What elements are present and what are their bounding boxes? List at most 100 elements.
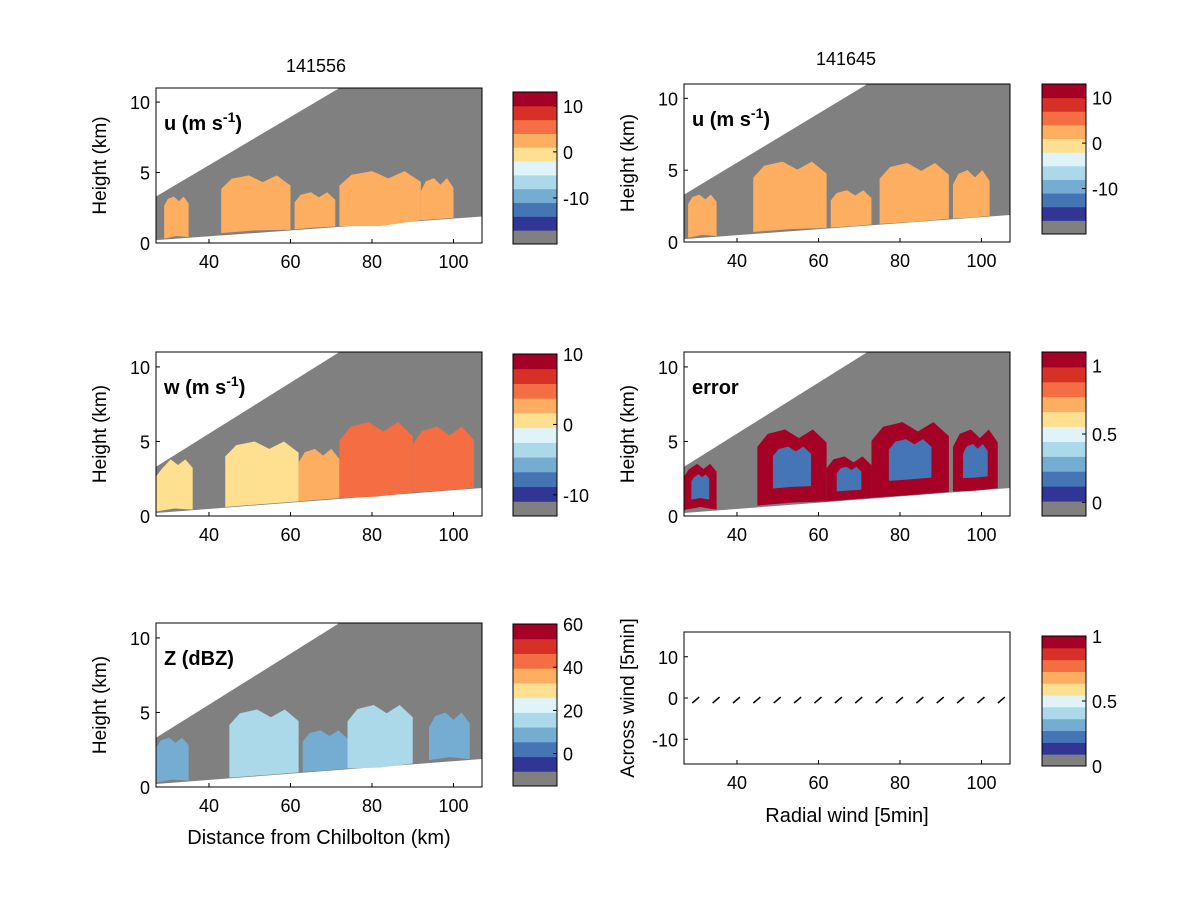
axes-frame (683, 83, 1011, 243)
x-tick-label: 60 (808, 251, 828, 271)
y-tick-label: 0 (668, 233, 678, 253)
colorbar-band (513, 92, 557, 107)
colorbar-band (513, 653, 557, 669)
x-axis-label: Radial wind [5min] (765, 805, 928, 827)
colorbar-tick-label: 10 (563, 97, 583, 117)
colorbar-band (1042, 138, 1086, 153)
colorbar-band (1042, 152, 1086, 167)
colorbar: 10 0 -10 (512, 91, 589, 245)
x-tick-label: 100 (966, 251, 996, 271)
colorbar-frame (512, 623, 558, 787)
colorbar-tick-label: 0 (563, 143, 573, 163)
wind-vector (875, 696, 884, 704)
panel-label: error (692, 377, 739, 399)
colorbar-band (513, 202, 557, 217)
x-tick-label: 40 (199, 796, 219, 816)
colorbar-frame (512, 91, 558, 245)
colorbar-tick-label: -10 (1092, 180, 1118, 200)
axes-frame (683, 631, 1011, 765)
colorbar-band (1042, 671, 1086, 684)
x-tick-label: 100 (966, 525, 996, 545)
echo-region (339, 422, 413, 499)
colorbar-band (1042, 396, 1086, 413)
x-tick-label: 100 (438, 525, 468, 545)
x-tick-label: 40 (727, 251, 747, 271)
colorbar-band (513, 741, 557, 758)
x-tick-label: 80 (890, 525, 910, 545)
colorbar-band (513, 216, 557, 231)
echo-core (888, 439, 932, 481)
colorbar-band (1042, 84, 1086, 99)
wind-vector (732, 696, 741, 704)
x-tick-label: 40 (727, 773, 747, 793)
colorbar-band (1042, 220, 1086, 235)
x-tick-label: 60 (808, 773, 828, 793)
colorbar: 60 40 20 0 (512, 615, 583, 787)
colorbar-frame (512, 353, 558, 517)
panel-label: u (m s-1) (164, 109, 242, 135)
colorbar-band (513, 457, 557, 473)
echo-region (156, 737, 189, 783)
echo-region (753, 161, 827, 232)
wind-vector (997, 696, 1006, 704)
colorbar-band (1042, 501, 1086, 517)
axes-frame (155, 87, 483, 244)
wind-vector (956, 696, 965, 704)
wind-vector (976, 696, 985, 704)
colorbar-tick-label: 60 (563, 615, 583, 635)
y-tick-label: 10 (130, 358, 150, 378)
x-tick-label: 80 (890, 773, 910, 793)
colorbar-tick-label: 20 (563, 701, 583, 721)
x-axis-label: Distance from Chilbolton (km) (187, 827, 450, 849)
colorbar: 10 0 -10 (512, 345, 589, 517)
colorbar-tick-label: 0 (1092, 757, 1102, 777)
colorbar-band (1042, 111, 1086, 126)
echo-core (691, 474, 710, 500)
y-axis-label: Height (km) (90, 656, 111, 754)
wind-vector (813, 696, 822, 704)
colorbar-band (513, 147, 557, 162)
y-tick-label: 5 (668, 161, 678, 181)
colorbar-tick-label: 0 (1092, 134, 1102, 154)
colorbar-band (513, 442, 557, 458)
col-title-right: 141645 (816, 49, 876, 69)
colorbar-tick-label: 0 (1092, 493, 1102, 513)
echo-region (347, 705, 413, 769)
x-tick-label: 60 (280, 252, 300, 272)
plot-area (156, 88, 482, 241)
panel-label: u (m s-1) (692, 105, 770, 131)
colorbar-band (1042, 706, 1086, 720)
echo-region (952, 170, 990, 219)
y-tick-label: 10 (658, 648, 678, 668)
y-tick-label: -10 (652, 730, 678, 750)
colorbar-band (513, 486, 557, 502)
x-tick-label: 40 (199, 525, 219, 545)
panel-label: w (m s-1) (163, 373, 245, 399)
wind-vector (793, 696, 802, 704)
x-tick-label: 40 (199, 252, 219, 272)
y-tick-label: 10 (658, 358, 678, 378)
x-tick-label: 60 (808, 525, 828, 545)
colorbar-band (1042, 742, 1086, 755)
colorbar-band (513, 501, 557, 517)
x-tick-label: 100 (438, 796, 468, 816)
y-tick-label: 10 (658, 89, 678, 109)
y-tick-label: 5 (668, 432, 678, 452)
y-tick-label: 5 (140, 432, 150, 452)
y-axis-label: Height (km) (618, 114, 639, 212)
colorbar-band (1042, 426, 1086, 442)
colorbar-band (1042, 683, 1086, 696)
colorbar-band (1042, 366, 1086, 383)
colorbar-band (1042, 647, 1086, 661)
wind-vector (895, 696, 904, 704)
colorbar-band (1042, 206, 1086, 221)
colorbar: 10 0 -10 (1041, 83, 1118, 235)
colorbar-tick-label: 1 (1092, 357, 1102, 377)
y-tick-label: 0 (140, 507, 150, 527)
